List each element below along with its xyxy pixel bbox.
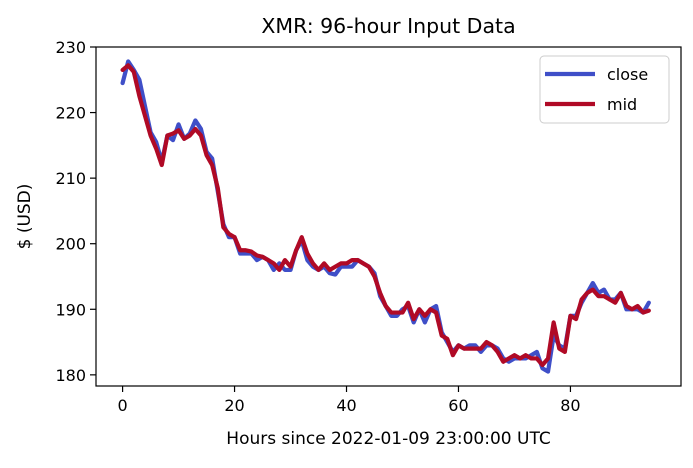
x-tick-label: 0 (117, 396, 127, 415)
legend: close mid (539, 55, 670, 124)
y-tick-label: 180 (55, 366, 86, 385)
y-tick-label: 210 (55, 169, 86, 188)
y-tick-label: 220 (55, 104, 86, 123)
x-tick-label: 40 (336, 396, 356, 415)
x-tick-label: 20 (224, 396, 244, 415)
y-axis-label: $ (USD) (15, 184, 35, 250)
series-line-mid (120, 63, 651, 368)
chart-title: XMR: 96-hour Input Data (261, 14, 515, 38)
y-tick-label: 190 (55, 300, 86, 319)
plot-frame (95, 46, 682, 387)
x-axis-label: Hours since 2022-01-09 23:00:00 UTC (226, 429, 550, 449)
x-tick-label: 80 (560, 396, 580, 415)
legend-frame (539, 55, 670, 124)
y-tick-label: 230 (55, 38, 86, 57)
y-tick-label: 200 (55, 235, 86, 254)
legend-label-close: close (607, 65, 648, 84)
legend-label-mid: mid (607, 95, 637, 114)
x-tick-label: 60 (448, 396, 468, 415)
